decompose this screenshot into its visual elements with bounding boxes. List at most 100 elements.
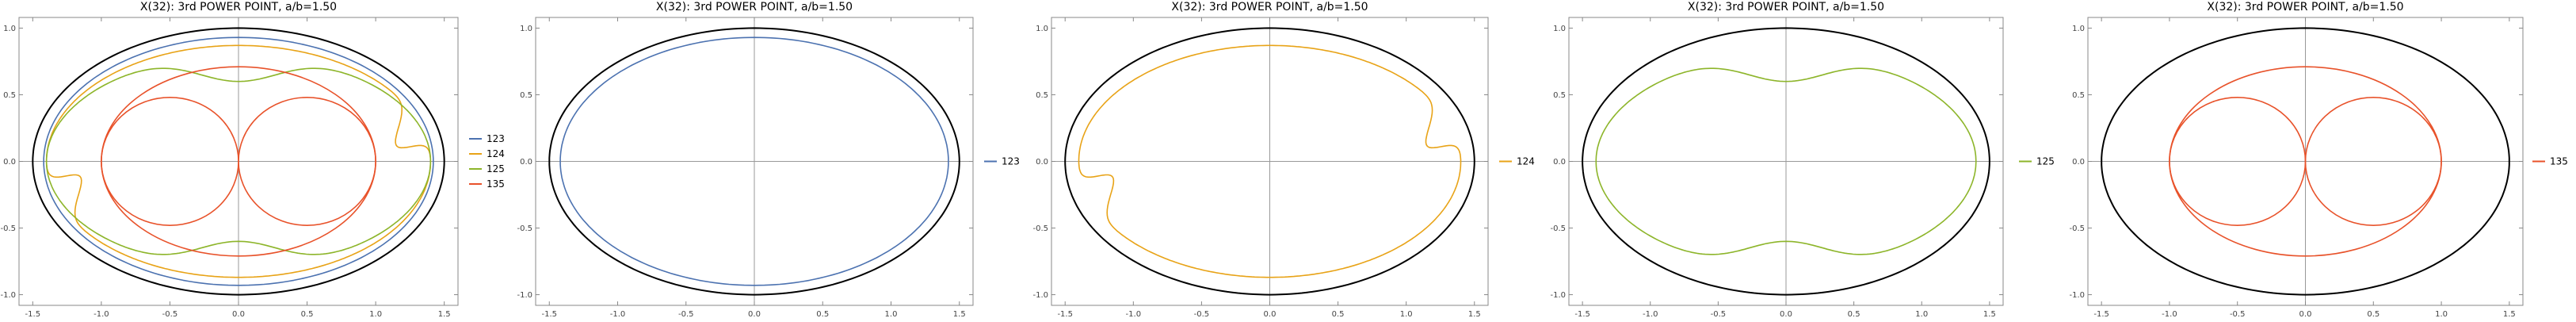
series-123-curve (559, 36, 949, 286)
series-125-path (45, 67, 432, 255)
chart-panel-3: X(32): 3rd POWER POINT, a/b=1.50 -1.5 -1.0… (1032, 1, 1534, 319)
x-tick-label: -0.5 (678, 310, 694, 319)
x-tick-label: 0.0 (748, 310, 761, 319)
y-tick-label: 0.5 (3, 91, 16, 100)
x-tick-label: 0.5 (1848, 310, 1860, 319)
y-tick-label: -0.5 (517, 224, 532, 233)
x-tick-label: 0.0 (1780, 310, 1792, 319)
x-tick-label: 1.5 (438, 310, 451, 319)
legend-label-124: 124 (1517, 156, 1535, 167)
series-125-curve (45, 67, 432, 255)
chart-title: X(32): 3rd POWER POINT, a/b=1.50 (2207, 1, 2403, 13)
y-tick-label: -1.0 (1550, 291, 1566, 300)
legend-label-125: 125 (487, 163, 505, 174)
x-tick-label: -1.5 (2093, 310, 2109, 319)
series-124-curve (1078, 44, 1462, 278)
series-135-curve (2169, 66, 2442, 257)
x-tick-label: -1.0 (2162, 310, 2177, 319)
y-tick-label: -1.0 (1032, 291, 1048, 300)
series-135-outer-loop (101, 66, 376, 257)
y-tick-label: -0.5 (1032, 224, 1048, 233)
chart-panel-1: X(32): 3rd POWER POINT, a/b=1.50 -1.5 -1.0… (0, 1, 504, 319)
x-tick-label: -1.0 (1643, 310, 1658, 319)
y-tick-label: 0.0 (3, 158, 16, 167)
series-125-path (1595, 67, 1977, 255)
legend-label-124: 124 (487, 148, 505, 159)
reference-ellipse (1064, 27, 1475, 296)
legend-label-125: 125 (2036, 156, 2055, 167)
x-tick-label: -1.0 (93, 310, 109, 319)
chart-title: X(32): 3rd POWER POINT, a/b=1.50 (1171, 1, 1368, 13)
x-tick-label: -1.0 (1126, 310, 1142, 319)
x-tick-label: -1.5 (1574, 310, 1590, 319)
reference-ellipse (548, 27, 960, 296)
x-tick-label: -0.5 (1194, 310, 1210, 319)
chart-title: X(32): 3rd POWER POINT, a/b=1.50 (656, 1, 853, 13)
series-123-path (43, 36, 434, 286)
y-tick-label: -0.5 (1550, 224, 1566, 233)
legend: 125 (2019, 156, 2055, 167)
y-tick-label: 0.5 (1553, 91, 1566, 100)
legend-label-123: 123 (487, 133, 505, 144)
series-123-curve (43, 36, 434, 286)
chart-title: X(32): 3rd POWER POINT, a/b=1.50 (140, 1, 337, 13)
x-tick-label: -1.0 (610, 310, 626, 319)
series-135-outer-loop (2169, 66, 2442, 257)
x-tick-label: 0.0 (1264, 310, 1277, 319)
x-tick-label: 0.5 (301, 310, 314, 319)
x-tick-label: 0.5 (1332, 310, 1345, 319)
series-135-curve (101, 66, 376, 257)
y-tick-label: -0.5 (2069, 224, 2085, 233)
x-tick-label: 1.0 (2435, 310, 2448, 319)
x-tick-label: 1.5 (2503, 310, 2516, 319)
x-tick-label: 1.0 (1915, 310, 1928, 319)
y-tick-label: 0.0 (520, 158, 532, 167)
legend-label-123: 123 (1002, 156, 1020, 167)
x-tick-label: -0.5 (162, 310, 178, 319)
chart-panel-4: X(32): 3rd POWER POINT, a/b=1.50 -1.5 -1.0… (1550, 1, 2054, 319)
series-124-path (1078, 44, 1462, 278)
series-123-path (559, 36, 949, 286)
x-tick-label: 1.5 (953, 310, 966, 319)
y-tick-label: 0.5 (520, 91, 532, 100)
legend: 123 (984, 156, 1020, 167)
y-tick-label: 0.0 (1036, 158, 1048, 167)
y-tick-label: -0.5 (0, 224, 16, 233)
y-tick-label: 0.5 (2072, 91, 2085, 100)
legend-label-135: 135 (2550, 156, 2568, 167)
x-tick-label: 1.0 (885, 310, 898, 319)
y-tick-label: -1.0 (2069, 291, 2085, 300)
x-tick-label: 1.5 (1983, 310, 1996, 319)
y-tick-label: 0.5 (1036, 91, 1048, 100)
y-tick-label: 0.0 (1553, 158, 1566, 167)
reference-ellipse (1582, 27, 1990, 296)
x-tick-label: 0.5 (2367, 310, 2379, 319)
x-tick-label: -1.5 (1057, 310, 1073, 319)
x-tick-label: 1.5 (1468, 310, 1481, 319)
chart-title: X(32): 3rd POWER POINT, a/b=1.50 (1688, 1, 1884, 13)
x-tick-label: 1.0 (369, 310, 382, 319)
y-tick-label: 1.0 (1553, 25, 1566, 33)
x-tick-label: -0.5 (2230, 310, 2246, 319)
x-tick-label: 0.5 (816, 310, 829, 319)
y-tick-label: 1.0 (1036, 25, 1048, 33)
chart-panel-2: X(32): 3rd POWER POINT, a/b=1.50 -1.5 -1.0… (517, 1, 1019, 319)
reference-ellipse (32, 27, 445, 296)
y-tick-label: 1.0 (3, 25, 16, 33)
x-tick-label: -1.5 (25, 310, 41, 319)
legend-label-135: 135 (487, 178, 505, 190)
x-tick-label: 0.0 (2299, 310, 2312, 319)
x-tick-label: 1.0 (1400, 310, 1413, 319)
y-tick-label: -1.0 (0, 291, 16, 300)
reference-ellipse (2101, 27, 2510, 296)
legend: 123 124 125 135 (469, 133, 505, 190)
y-tick-label: 1.0 (520, 25, 532, 33)
legend: 135 (2532, 156, 2568, 167)
x-tick-label: -1.5 (541, 310, 557, 319)
y-tick-label: 0.0 (2072, 158, 2085, 167)
y-tick-label: -1.0 (517, 291, 532, 300)
series-125-curve (1595, 67, 1977, 255)
x-tick-label: -0.5 (1711, 310, 1727, 319)
x-tick-label: 0.0 (232, 310, 245, 319)
